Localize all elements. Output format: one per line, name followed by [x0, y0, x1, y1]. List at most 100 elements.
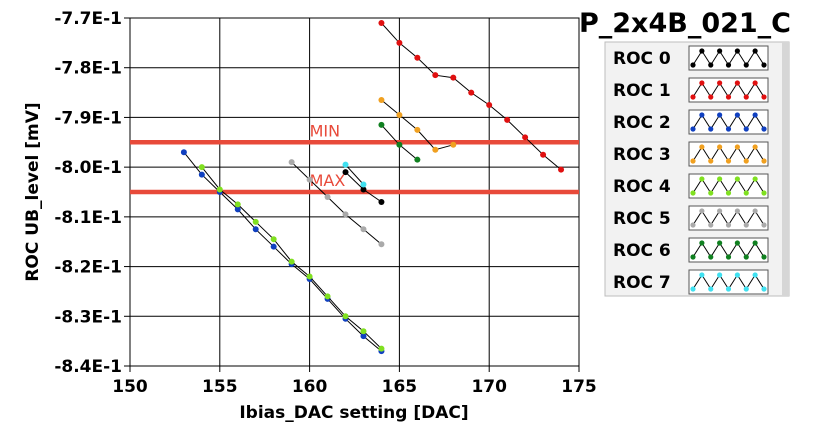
legend-swatch-point [717, 80, 723, 86]
series-roc-3 [378, 97, 457, 153]
legend-swatch-point [708, 94, 714, 100]
legend-swatch-point [761, 62, 767, 68]
legend-swatch-point [699, 112, 705, 118]
series-roc-1 [378, 19, 565, 173]
legend-label: ROC 3 [613, 145, 671, 165]
x-tick-label: 175 [561, 377, 597, 397]
data-point [360, 186, 367, 193]
x-tick-label: 150 [112, 377, 148, 397]
legend-swatch-point [690, 222, 696, 228]
legend-label: ROC 6 [613, 241, 671, 261]
y-tick-labels: -7.7E-1 -7.8E-1 -7.9E-1 -8.0E-1 -8.1E-1 -8.2E… [54, 9, 122, 377]
legend-swatch-point [743, 158, 749, 164]
data-point [180, 149, 187, 156]
series-line [183, 151, 382, 352]
legend-swatch-point [699, 272, 705, 278]
series-line [345, 164, 364, 185]
data-point [378, 97, 385, 104]
data-point [468, 89, 475, 96]
y-tick-label: -8.0E-1 [54, 158, 122, 178]
legend-swatch-point [725, 254, 732, 260]
series-roc-6 [378, 121, 421, 163]
legend-swatch-point [690, 62, 696, 68]
data-point [360, 181, 367, 188]
data-point [288, 258, 295, 265]
legend-label: ROC 5 [613, 209, 671, 229]
data-point [396, 111, 403, 118]
data-point [360, 226, 367, 233]
legend-swatch-point [699, 176, 705, 182]
y-tick-label: -7.7E-1 [54, 9, 122, 29]
legend-swatch-point [708, 126, 714, 132]
data-point [252, 226, 259, 233]
legend-label: ROC 4 [613, 177, 671, 197]
legend-swatch-point [743, 126, 749, 132]
legend-swatch-point [717, 240, 723, 246]
legend-swatch-point [708, 158, 714, 164]
legend-label: ROC 1 [613, 81, 671, 101]
legend-swatch-point [761, 158, 767, 164]
data-point [198, 164, 205, 171]
legend-swatch-point [761, 222, 767, 228]
data-point [396, 39, 403, 46]
legend: ROC 0 ROC 1 ROC 2 ROC 3 ROC 4 ROC 5 ROC 6 ROC 7 [604, 41, 790, 297]
legend-swatch-point [752, 80, 758, 86]
legend-swatch-point [743, 222, 749, 228]
threshold-min-label: MIN [310, 121, 341, 140]
legend-swatch-point [752, 176, 758, 182]
data-point [396, 141, 403, 148]
legend-swatch-point [717, 272, 723, 278]
legend-swatch-point [708, 254, 714, 260]
data-point [342, 169, 349, 176]
legend-swatch-point [761, 94, 767, 100]
data-point [234, 201, 241, 208]
x-tick-label: 155 [202, 377, 238, 397]
x-tick-label: 160 [292, 377, 328, 397]
legend-swatch-point [761, 190, 767, 196]
legend-swatch-point [734, 112, 740, 118]
data-point [378, 241, 385, 248]
series-roc-7 [342, 161, 367, 188]
legend-label: ROC 7 [613, 273, 671, 293]
legend-swatch-point [752, 144, 758, 150]
legend-swatch-point [734, 208, 740, 214]
x-tick-labels: 150 155 160 165 170 175 [112, 377, 597, 397]
y-axis-title: ROC UB_level [mV] [23, 102, 43, 281]
data-point [234, 206, 241, 213]
legend-swatch-point [717, 144, 723, 150]
data-point [486, 102, 493, 108]
data-point [270, 243, 277, 250]
legend-swatch-point [734, 176, 740, 182]
y-tick-label: -7.9E-1 [54, 108, 122, 128]
legend-swatch-point [690, 286, 696, 292]
legend-swatch-point [717, 48, 723, 54]
legend-swatch-point [734, 144, 740, 150]
legend-swatch-point [708, 286, 714, 292]
legend-swatch-point [717, 208, 723, 214]
legend-swatch-point [699, 240, 705, 246]
y-tick-label: -8.3E-1 [54, 307, 122, 327]
legend-swatch-point [708, 190, 714, 196]
data-point [306, 176, 313, 183]
legend-swatch-point [752, 112, 758, 118]
x-tick-label: 170 [471, 377, 507, 397]
legend-swatch-point [743, 94, 749, 100]
legend-swatch-point [725, 94, 732, 100]
threshold-max-label: MAX [310, 171, 346, 190]
legend-swatch-point [734, 80, 740, 86]
chart-title: P_2x4B_021_C [579, 8, 791, 39]
data-point [288, 159, 295, 166]
legend-swatch-point [743, 190, 749, 196]
legend-swatch-point [743, 254, 749, 260]
data-point [360, 333, 367, 340]
data-point [558, 166, 565, 173]
legend-swatch-point [761, 286, 767, 292]
y-tick-label: -8.2E-1 [54, 258, 122, 278]
data-point [216, 186, 223, 193]
data-point [342, 161, 349, 168]
data-point [360, 328, 367, 335]
data-point [378, 121, 385, 128]
legend-swatch-point [717, 112, 723, 118]
legend-label: ROC 0 [613, 49, 671, 69]
legend-swatch-point [743, 286, 749, 292]
